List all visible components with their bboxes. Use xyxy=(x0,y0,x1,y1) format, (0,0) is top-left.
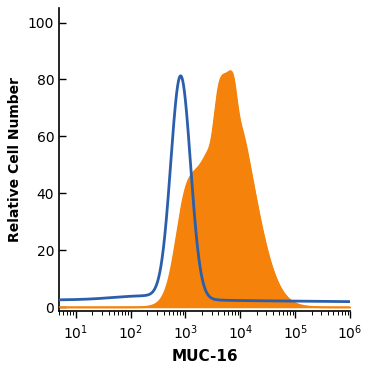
Y-axis label: Relative Cell Number: Relative Cell Number xyxy=(8,77,22,242)
X-axis label: MUC-16: MUC-16 xyxy=(171,349,238,364)
